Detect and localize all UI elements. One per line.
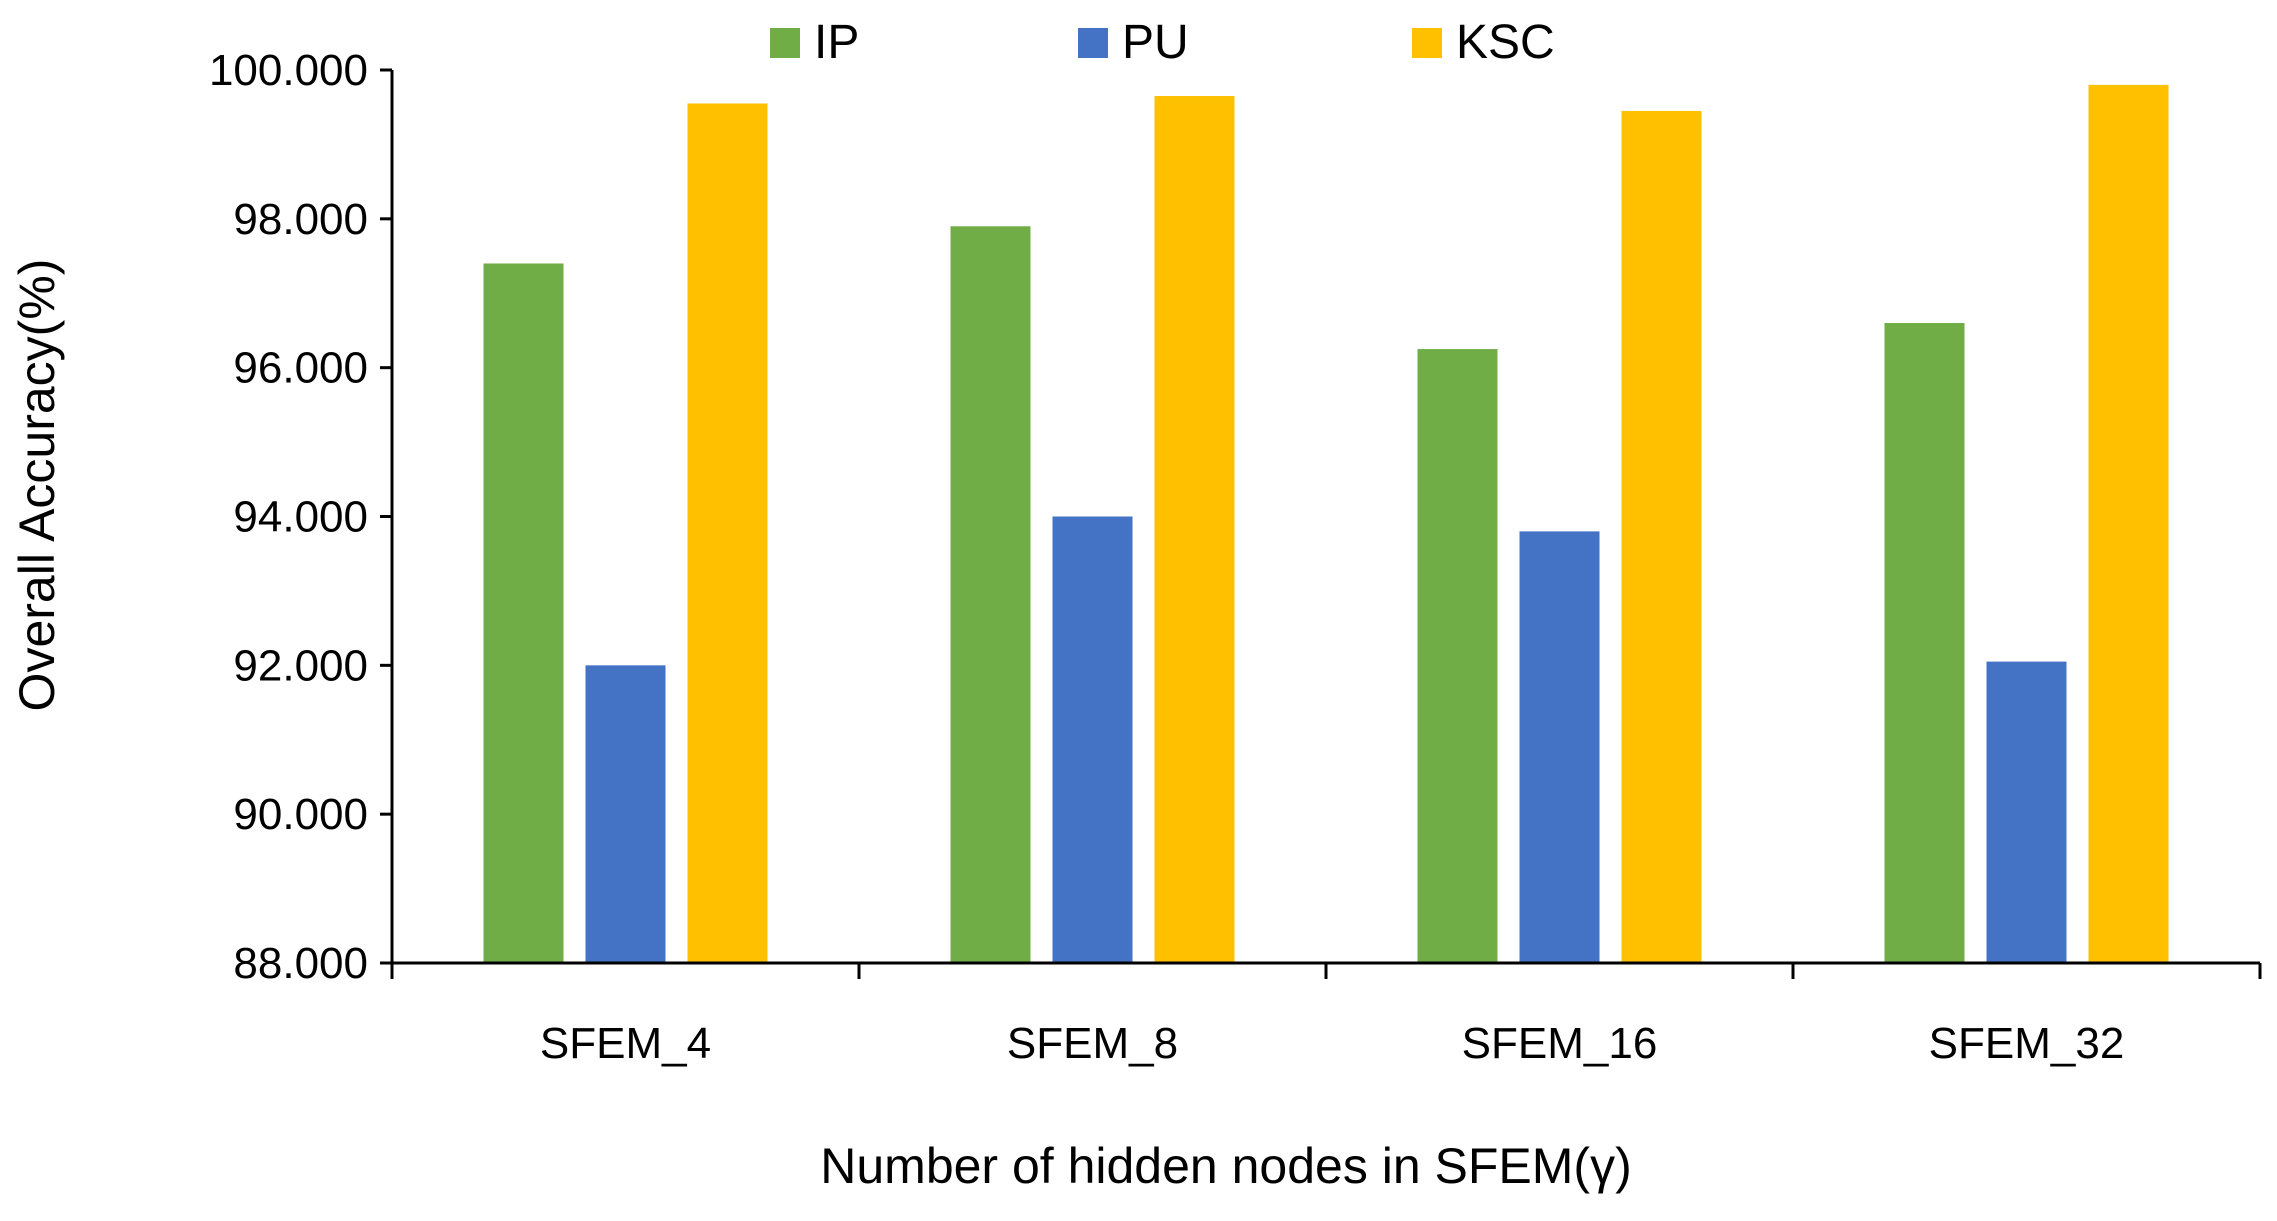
x-tick-label: SFEM_32 [1929,1019,2125,1068]
bar-ksc-sfem_8 [1154,96,1235,963]
bar-ip-sfem_8 [950,226,1031,963]
x-tick-label: SFEM_4 [540,1019,711,1068]
bar-ip-sfem_16 [1417,349,1498,963]
legend-label-ksc: KSC [1456,16,1555,69]
bars [483,84,2169,964]
y-tick-label: 98.000 [233,195,368,244]
bar-pu-sfem_16 [1519,531,1600,963]
legend-swatch-ip [770,28,800,58]
legend-label-ip: IP [814,16,859,69]
bar-ksc-sfem_16 [1621,110,1702,963]
bar-ksc-sfem_4 [687,103,768,964]
bar-pu-sfem_32 [1986,661,2067,963]
y-tick-label: 90.000 [233,790,368,839]
legend-swatch-ksc [1412,28,1442,58]
bar-ksc-sfem_32 [2088,84,2169,964]
x-tick-label: SFEM_8 [1007,1019,1178,1068]
y-axis-title: Overall Accuracy(%) [9,259,65,712]
legend-swatch-pu [1078,28,1108,58]
y-axis: 88.000 90.000 92.000 94.000 96.000 98.000 100.… [209,46,394,988]
bar-pu-sfem_8 [1052,516,1133,963]
x-tick-label: SFEM_16 [1462,1019,1658,1068]
x-axis-title: Number of hidden nodes in SFEM(γ) [820,1138,1631,1194]
bar-ip-sfem_32 [1884,323,1965,963]
legend: IP PU KSC [770,16,1555,69]
bar-pu-sfem_4 [585,665,666,963]
y-tick-label: 100.000 [209,46,368,95]
legend-label-pu: PU [1122,16,1189,69]
y-tick-label: 94.000 [233,493,368,542]
y-tick-label: 96.000 [233,344,368,393]
y-tick-label: 92.000 [233,641,368,690]
y-tick-label: 88.000 [233,939,368,988]
bar-ip-sfem_4 [483,263,564,963]
x-axis: SFEM_4 SFEM_8 SFEM_16 SFEM_32 [390,961,2262,1068]
